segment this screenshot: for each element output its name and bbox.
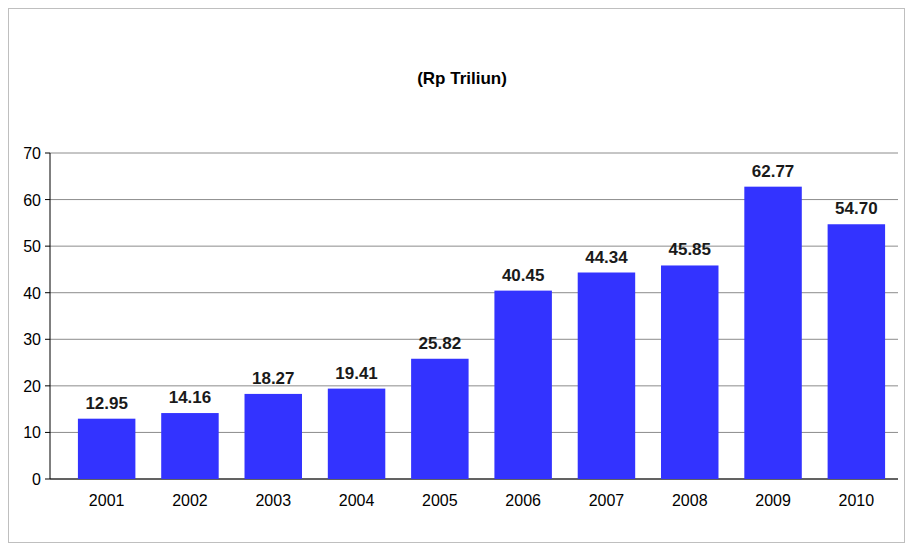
y-tick — [45, 246, 50, 247]
data-label: 45.85 — [668, 240, 711, 259]
y-tick — [45, 339, 50, 340]
bars — [78, 187, 885, 479]
data-label: 62.77 — [752, 162, 795, 181]
x-tick-label: 2010 — [839, 492, 875, 509]
y-tick-label: 20 — [23, 378, 41, 395]
y-tick-label: 60 — [23, 192, 41, 209]
data-label: 14.16 — [169, 388, 212, 407]
grid — [45, 153, 898, 479]
bar — [161, 413, 218, 479]
bar — [661, 265, 718, 479]
bar — [328, 389, 385, 479]
x-tick-label: 2004 — [339, 492, 375, 509]
y-tick — [45, 292, 50, 293]
chart-title: (Rp Triliun) — [417, 69, 507, 88]
y-tick-label: 0 — [32, 471, 41, 488]
bar — [578, 273, 635, 479]
y-tick — [45, 479, 50, 480]
bar — [744, 187, 801, 479]
data-label: 25.82 — [419, 334, 462, 353]
y-tick — [45, 385, 50, 386]
y-tick — [45, 153, 50, 154]
bar — [411, 359, 468, 479]
y-tick-label: 30 — [23, 331, 41, 348]
x-tick-label: 2001 — [89, 492, 125, 509]
chart-svg: (Rp Triliun) 0 10 20 30 40 50 60 70 12.95 14.16 18.… — [0, 0, 913, 551]
bar — [78, 419, 135, 479]
chart-frame — [9, 9, 905, 543]
y-tick — [45, 432, 50, 433]
x-tick-label: 2002 — [172, 492, 208, 509]
x-tick-label: 2007 — [589, 492, 625, 509]
y-tick — [45, 199, 50, 200]
grid-line — [50, 153, 898, 154]
y-axis — [50, 153, 51, 479]
bar — [828, 224, 885, 479]
background — [0, 0, 913, 551]
y-tick-label: 70 — [23, 145, 41, 162]
data-label: 18.27 — [252, 369, 295, 388]
bar — [494, 291, 551, 479]
y-tick-label: 50 — [23, 238, 41, 255]
data-label: 44.34 — [585, 248, 628, 267]
x-tick-label: 2006 — [505, 492, 541, 509]
y-tick-label: 40 — [23, 285, 41, 302]
bar — [245, 394, 302, 479]
data-label: 19.41 — [335, 364, 378, 383]
y-tick-label: 10 — [23, 424, 41, 441]
data-label: 40.45 — [502, 266, 545, 285]
x-tick-label: 2008 — [672, 492, 708, 509]
x-tick-label: 2003 — [255, 492, 291, 509]
x-tick-label: 2005 — [422, 492, 458, 509]
chart-container: (Rp Triliun) 0 10 20 30 40 50 60 70 12.95 14.16 18.… — [0, 0, 913, 551]
data-label: 12.95 — [85, 394, 128, 413]
x-tick-label: 2009 — [755, 492, 791, 509]
data-label: 54.70 — [835, 199, 878, 218]
